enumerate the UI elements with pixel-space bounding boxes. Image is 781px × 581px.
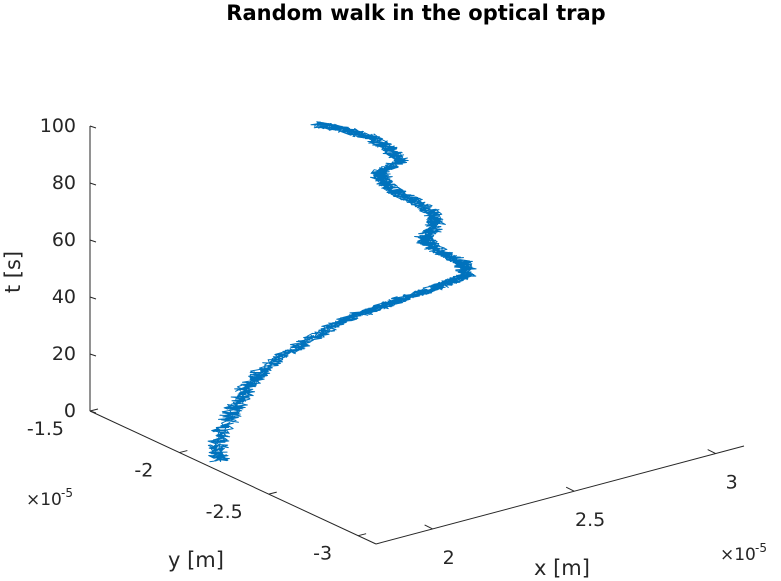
z-tick-mark	[89, 182, 97, 186]
x-tick-label: 2.5	[575, 509, 605, 531]
y-tick-label: -2.5	[206, 501, 243, 523]
x-axis-line	[375, 445, 745, 545]
x-axis-label: x [m]	[534, 556, 590, 580]
z-tick-mark	[89, 410, 97, 414]
x-tick-mark	[565, 486, 575, 492]
ticks: 0 20 40 60 80 100 -1.5 -2 -2.5 -3 2 2.5 3	[27, 115, 738, 569]
z-tick-label: 60	[52, 229, 76, 251]
z-axis-label: t [s]	[1, 251, 25, 293]
y-tick-label: -1.5	[27, 418, 64, 440]
random-walk-series	[207, 121, 477, 463]
z-tick-mark	[89, 239, 97, 243]
y-tick-mark	[358, 533, 367, 537]
x-exponent-label: ×10 -5	[720, 541, 767, 565]
chart-title: Random walk in the optical trap	[226, 1, 605, 25]
y-axis-line	[89, 410, 377, 545]
z-tick-label: 100	[40, 115, 76, 137]
x-tick-label: 3	[726, 472, 738, 494]
y-exponent-label: ×10 -5	[26, 486, 73, 510]
y-exponent-base: ×10	[26, 490, 62, 510]
z-tick-label: 80	[52, 172, 76, 194]
x-tick-mark	[707, 449, 716, 454]
x-exponent-base: ×10	[720, 545, 756, 565]
x-exponent-power: -5	[755, 541, 767, 555]
y-tick-label: -2	[134, 460, 153, 482]
random-walk-line	[207, 121, 477, 463]
z-tick-mark	[89, 125, 97, 129]
y-tick-mark	[89, 408, 99, 412]
x-tick-label: 2	[443, 547, 455, 569]
axes	[89, 126, 745, 545]
z-tick-label: 20	[52, 343, 76, 365]
z-tick-mark	[89, 353, 97, 357]
y-tick-mark	[179, 450, 188, 454]
x-tick-mark	[424, 524, 433, 530]
z-tick-label: 40	[52, 286, 76, 308]
y-tick-label: -3	[313, 543, 332, 565]
y-axis-label: y [m]	[168, 548, 224, 572]
y-tick-mark	[268, 491, 277, 495]
z-tick-mark	[89, 296, 97, 300]
z-tick-label: 0	[64, 400, 76, 422]
y-exponent-power: -5	[61, 486, 73, 500]
